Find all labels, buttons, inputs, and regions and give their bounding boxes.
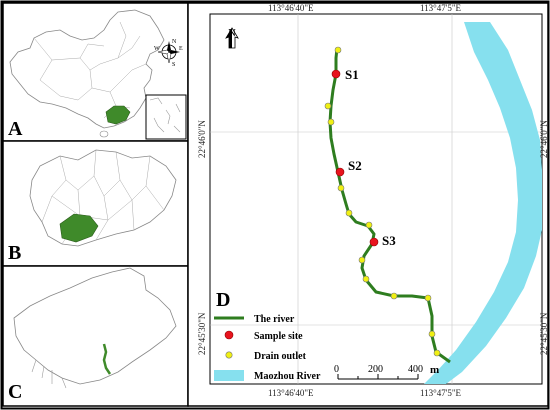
drain-outlet xyxy=(358,256,366,264)
drain-outlet xyxy=(324,102,332,110)
lat-label-left-1: 22°46'0"N xyxy=(197,120,207,158)
site-label-s3: S3 xyxy=(382,233,396,248)
lat-label-right-2: 22°45'30"N xyxy=(539,312,549,355)
scale-tick-200: 200 xyxy=(368,364,383,375)
north-arrow xyxy=(225,27,239,49)
south-china-sea-inset xyxy=(145,94,187,140)
scale-unit: m xyxy=(430,364,439,376)
hainan-island xyxy=(99,130,109,138)
coastline-jetties xyxy=(31,359,67,389)
compass-e: E xyxy=(179,46,183,52)
legend-drain-label: Drain outlet xyxy=(254,351,307,362)
legend-sample-swatch xyxy=(224,330,234,340)
sample-site-s3 xyxy=(369,237,379,247)
river-highlight-c xyxy=(102,343,112,375)
sample-site-s1 xyxy=(331,69,341,79)
lon-label-top-2: 113°47'5"E xyxy=(420,3,462,13)
legend-maozhou-swatch xyxy=(214,370,244,381)
lon-label-bottom-2: 113°47'5"E xyxy=(420,388,462,398)
site-label-s1: S1 xyxy=(345,67,359,82)
drain-outlet xyxy=(327,118,335,126)
drain-outlet xyxy=(428,330,436,338)
panel-a-letter: A xyxy=(8,118,23,140)
scale-tick-0: 0 xyxy=(334,364,339,375)
sample-sites xyxy=(331,69,379,247)
scale-bar: 0 200 400 m xyxy=(334,364,439,380)
compass-w: W xyxy=(154,46,160,52)
panel-b-letter: B xyxy=(8,242,21,264)
drain-outlet xyxy=(390,292,398,300)
scale-tick-400: 400 xyxy=(408,364,423,375)
compass-n: N xyxy=(172,39,177,45)
panel-d: S1 S2 S3 N 113°46'40"E 113°47'5"E 113°46… xyxy=(187,2,549,407)
district-outline xyxy=(13,267,177,385)
lat-label-right-1: 22°46'0"N xyxy=(539,120,549,158)
drain-outlet xyxy=(334,46,342,54)
legend-drain-swatch xyxy=(225,351,233,359)
drain-outlet xyxy=(337,184,345,192)
panel-a: N S E W A xyxy=(2,2,189,142)
drain-outlets xyxy=(324,46,441,357)
compass-s: S xyxy=(172,62,175,68)
panel-c-letter: C xyxy=(8,381,22,403)
drain-outlet xyxy=(345,209,353,217)
panel-d-letter: D xyxy=(216,289,230,311)
legend-river-label: The river xyxy=(254,314,295,325)
drain-outlet xyxy=(362,275,370,283)
sample-site-s2 xyxy=(335,167,345,177)
compass-rose: N S E W xyxy=(154,39,183,68)
lon-label-bottom-1: 113°46'40"E xyxy=(268,388,314,398)
drain-outlet xyxy=(365,221,373,229)
legend: The river Sample site Drain outlet Maozh… xyxy=(214,314,321,382)
legend-maozhou-label: Maozhou River xyxy=(254,371,321,382)
shenzhen-highlight xyxy=(59,213,99,243)
drain-outlet xyxy=(424,294,432,302)
north-arrow-label: N xyxy=(228,27,236,39)
inset-islands xyxy=(149,97,181,133)
lon-label-top-1: 113°46'40"E xyxy=(268,3,314,13)
maozhou-river xyxy=(424,22,542,384)
drain-outlet xyxy=(433,349,441,357)
site-label-s2: S2 xyxy=(348,158,362,173)
panel-c: C xyxy=(2,265,189,407)
guangdong-highlight xyxy=(105,105,131,125)
legend-sample-label: Sample site xyxy=(254,331,303,342)
lat-label-left-2: 22°45'30"N xyxy=(197,312,207,355)
panel-b: B xyxy=(2,140,189,267)
china-outline xyxy=(9,9,165,129)
